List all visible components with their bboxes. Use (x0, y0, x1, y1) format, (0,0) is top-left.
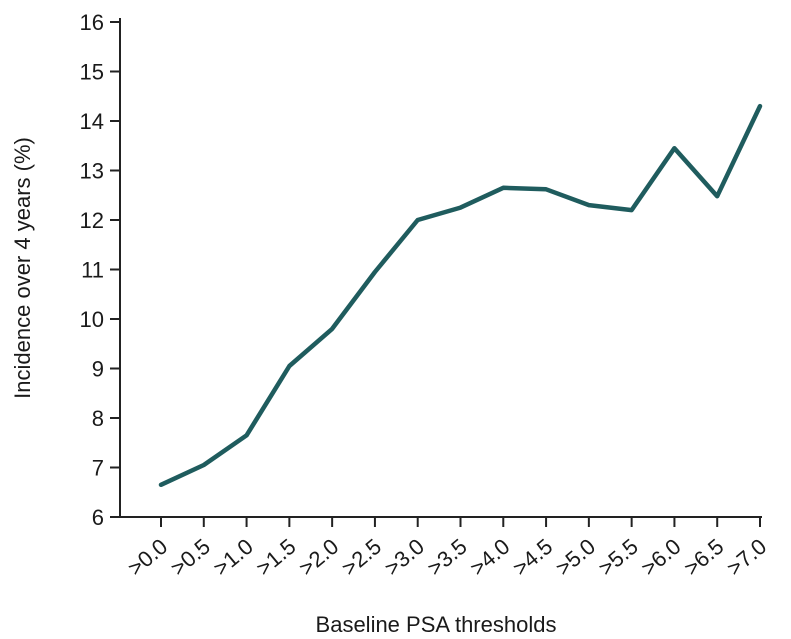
y-tick-label: 16 (80, 10, 104, 35)
x-tick-label: >6.5 (679, 534, 728, 581)
y-tick-label: 13 (80, 159, 104, 184)
x-tick-label: >3.0 (380, 534, 429, 581)
x-axis: >0.0>0.5>1.0>1.5>2.0>2.5>3.0>3.5>4.0>4.5… (120, 516, 771, 581)
x-tick-label: >1.5 (251, 534, 300, 581)
y-tick-label: 9 (92, 357, 104, 382)
x-tick-label: >0.0 (123, 534, 172, 581)
series-line (158, 103, 763, 488)
y-tick-label: 14 (80, 109, 104, 134)
x-tick-label: >0.5 (166, 534, 215, 581)
x-axis-title: Baseline PSA thresholds (316, 612, 557, 637)
x-tick-label: >2.0 (294, 534, 343, 581)
y-tick-label: 7 (92, 456, 104, 481)
y-tick-label: 10 (80, 307, 104, 332)
x-tick-label: >4.5 (508, 534, 557, 581)
x-tick-label: >5.0 (551, 534, 600, 581)
x-tick-label: >1.0 (208, 534, 257, 581)
x-tick-label: >7.0 (722, 534, 771, 581)
y-axis: 6 7 8 9 10 11 12 13 14 15 16 (80, 10, 121, 530)
y-axis-title: Incidence over 4 years (%) (10, 137, 35, 399)
x-tick-label: >5.5 (594, 534, 643, 581)
x-tick-label: >6.0 (636, 534, 685, 581)
y-tick-label: 6 (92, 505, 104, 530)
y-tick-label: 8 (92, 406, 104, 431)
y-tick-label: 11 (81, 258, 104, 283)
y-tick-label: 12 (80, 208, 104, 233)
y-tick-label: 15 (80, 60, 104, 85)
x-tick-label: >2.5 (337, 534, 386, 581)
x-tick-label: >3.5 (422, 534, 471, 581)
x-tick-label: >4.0 (465, 534, 514, 581)
series-group (158, 103, 763, 488)
